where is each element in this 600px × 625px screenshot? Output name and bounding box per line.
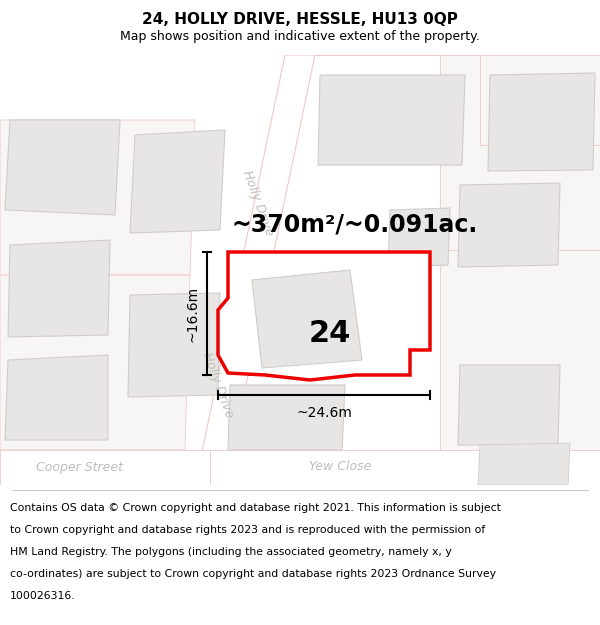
Text: ~370m²/~0.091ac.: ~370m²/~0.091ac.	[232, 213, 478, 237]
Polygon shape	[478, 443, 570, 485]
Text: ~24.6m: ~24.6m	[296, 406, 352, 420]
Polygon shape	[5, 355, 108, 440]
Polygon shape	[128, 293, 220, 397]
Text: ~16.6m: ~16.6m	[186, 286, 200, 341]
Text: Holly Drive: Holly Drive	[200, 351, 236, 419]
Polygon shape	[480, 55, 600, 145]
Polygon shape	[195, 55, 315, 485]
Text: HM Land Registry. The polygons (including the associated geometry, namely x, y: HM Land Registry. The polygons (includin…	[10, 547, 452, 557]
Text: 24, HOLLY DRIVE, HESSLE, HU13 0QP: 24, HOLLY DRIVE, HESSLE, HU13 0QP	[142, 12, 458, 27]
Text: Holly Drive: Holly Drive	[240, 169, 276, 238]
Text: Contains OS data © Crown copyright and database right 2021. This information is : Contains OS data © Crown copyright and d…	[10, 503, 501, 513]
Text: 24: 24	[309, 319, 351, 348]
Text: co-ordinates) are subject to Crown copyright and database rights 2023 Ordnance S: co-ordinates) are subject to Crown copyr…	[10, 569, 496, 579]
Text: Cooper Street: Cooper Street	[37, 461, 124, 474]
Text: Yew Close: Yew Close	[309, 461, 371, 474]
Polygon shape	[440, 250, 600, 450]
Text: Map shows position and indicative extent of the property.: Map shows position and indicative extent…	[120, 30, 480, 43]
Polygon shape	[0, 450, 220, 485]
Polygon shape	[252, 270, 362, 368]
Polygon shape	[8, 240, 110, 337]
Polygon shape	[318, 75, 465, 165]
Polygon shape	[388, 208, 450, 267]
Polygon shape	[210, 450, 600, 485]
Polygon shape	[0, 120, 195, 275]
Polygon shape	[315, 55, 600, 250]
Polygon shape	[228, 385, 345, 450]
Polygon shape	[0, 275, 190, 450]
Text: 100026316.: 100026316.	[10, 591, 76, 601]
Text: to Crown copyright and database rights 2023 and is reproduced with the permissio: to Crown copyright and database rights 2…	[10, 525, 485, 535]
Polygon shape	[458, 183, 560, 267]
Polygon shape	[488, 73, 595, 171]
Polygon shape	[458, 365, 560, 445]
Polygon shape	[130, 130, 225, 233]
Polygon shape	[218, 252, 430, 380]
Polygon shape	[252, 270, 362, 368]
Polygon shape	[5, 120, 120, 215]
